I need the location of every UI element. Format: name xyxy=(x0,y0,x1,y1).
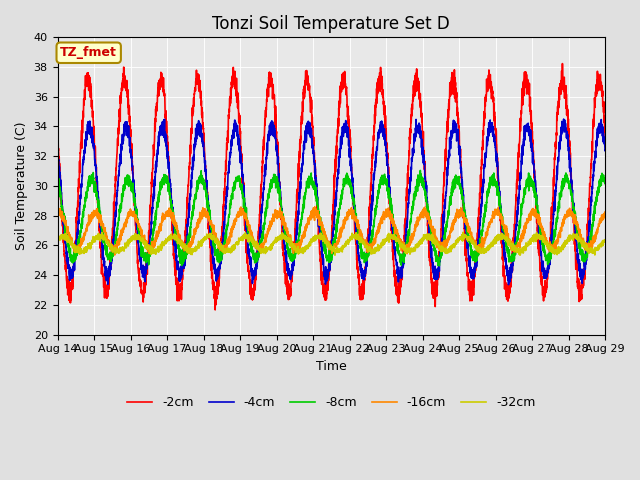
-2cm xyxy=(394,289,402,295)
-8cm xyxy=(171,223,179,228)
-4cm xyxy=(54,141,61,146)
Text: TZ_fmet: TZ_fmet xyxy=(60,46,117,59)
X-axis label: Time: Time xyxy=(316,360,347,373)
-16cm xyxy=(54,212,61,217)
-2cm xyxy=(559,61,566,67)
Line: -4cm: -4cm xyxy=(58,119,605,285)
-32cm xyxy=(54,234,61,240)
-4cm xyxy=(505,282,513,288)
-2cm xyxy=(54,125,61,131)
-8cm xyxy=(601,181,609,187)
-2cm xyxy=(385,180,393,186)
-8cm xyxy=(207,223,214,228)
Y-axis label: Soil Temperature (C): Soil Temperature (C) xyxy=(15,121,28,250)
-32cm xyxy=(550,249,557,255)
-8cm xyxy=(54,178,61,184)
-16cm xyxy=(601,209,609,215)
-2cm xyxy=(602,136,609,142)
-32cm xyxy=(601,237,609,242)
-8cm xyxy=(550,240,557,245)
-4cm xyxy=(394,270,402,276)
Legend: -2cm, -4cm, -8cm, -16cm, -32cm: -2cm, -4cm, -8cm, -16cm, -32cm xyxy=(122,391,541,414)
Line: -8cm: -8cm xyxy=(58,170,605,266)
Line: -16cm: -16cm xyxy=(58,207,605,255)
-4cm xyxy=(602,148,609,154)
-32cm xyxy=(207,233,214,239)
Title: Tonzi Soil Temperature Set D: Tonzi Soil Temperature Set D xyxy=(212,15,450,33)
-8cm xyxy=(385,185,392,191)
-4cm xyxy=(560,116,568,122)
-32cm xyxy=(460,229,467,235)
-8cm xyxy=(602,179,609,185)
-16cm xyxy=(395,233,403,239)
-2cm xyxy=(207,247,214,253)
Line: -2cm: -2cm xyxy=(58,64,605,310)
-8cm xyxy=(394,250,402,256)
-16cm xyxy=(111,252,118,258)
-2cm xyxy=(171,259,179,265)
-2cm xyxy=(601,125,609,131)
-4cm xyxy=(550,216,557,222)
-16cm xyxy=(171,218,179,224)
-8cm xyxy=(417,168,424,173)
-32cm xyxy=(331,252,339,258)
-4cm xyxy=(601,148,609,154)
-8cm xyxy=(435,263,443,269)
-32cm xyxy=(385,234,393,240)
-32cm xyxy=(394,237,402,243)
-4cm xyxy=(207,232,214,238)
-2cm xyxy=(550,177,557,183)
-16cm xyxy=(602,209,609,215)
-16cm xyxy=(207,222,214,228)
-16cm xyxy=(550,245,557,251)
-16cm xyxy=(311,204,319,210)
-4cm xyxy=(171,242,179,248)
-2cm xyxy=(211,307,219,313)
-32cm xyxy=(602,237,609,242)
-16cm xyxy=(385,209,393,215)
Line: -32cm: -32cm xyxy=(58,232,605,255)
-32cm xyxy=(171,231,179,237)
-4cm xyxy=(385,183,392,189)
